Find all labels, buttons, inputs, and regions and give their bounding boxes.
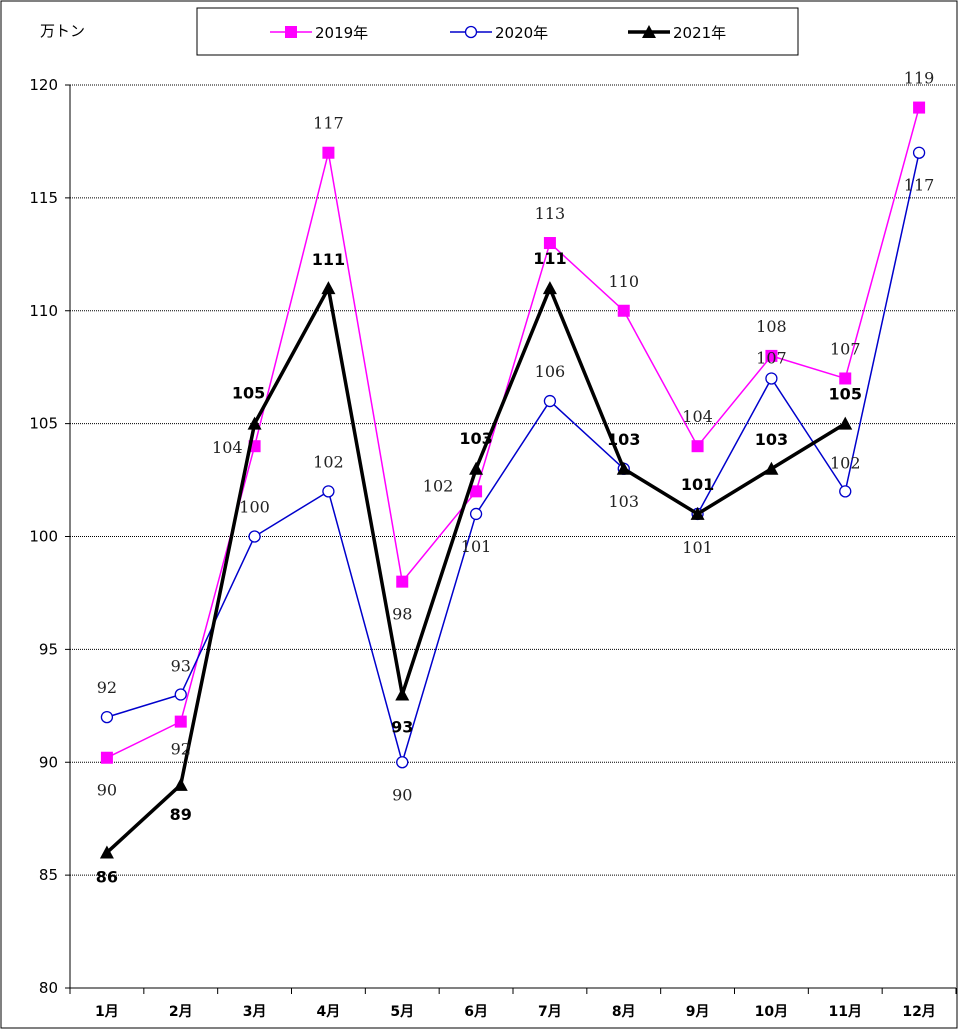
data-label: 119 [904,69,935,88]
data-point-circle [397,757,408,768]
data-label: 93 [391,718,413,737]
data-point-square [913,102,925,114]
x-tick-label: 3月 [243,1004,267,1020]
data-label: 90 [97,781,117,800]
y-axis-unit-label: 万トン [40,22,85,40]
data-label: 102 [830,453,861,472]
data-label: 103 [459,429,492,448]
data-point-circle [101,712,112,723]
data-point-square [692,440,704,452]
y-tick-label: 90 [39,753,58,771]
data-label: 113 [535,204,566,223]
data-point-square [396,576,408,588]
data-label: 110 [608,272,639,291]
x-tick-label: 8月 [612,1004,636,1020]
legend: 2019年 2020年 2021年 [197,8,798,55]
x-tick-label: 11月 [829,1004,862,1020]
x-tick-label: 5月 [390,1004,414,1020]
data-label: 104 [682,407,713,426]
data-label: 92 [97,678,117,697]
data-point-square [285,26,297,38]
data-label: 104 [212,438,243,457]
data-point-circle [323,486,334,497]
data-label: 107 [830,339,861,358]
data-label: 111 [533,249,566,268]
data-label: 100 [239,498,270,517]
data-label: 103 [608,492,639,511]
x-tick-label: 2月 [169,1004,193,1020]
legend-label: 2020年 [495,24,548,42]
data-point-square [618,305,630,317]
y-tick-label: 105 [29,415,58,433]
data-label: 90 [392,785,412,804]
data-label: 101 [461,537,492,556]
data-label: 98 [392,605,412,624]
data-label: 107 [756,348,787,367]
data-label: 105 [232,384,265,403]
y-tick-label: 95 [39,640,58,658]
data-label: 103 [755,430,788,449]
y-tick-label: 100 [29,528,58,546]
data-label: 117 [313,114,344,133]
data-label: 103 [607,430,640,449]
y-tick-label: 85 [39,866,58,884]
data-label: 92 [171,740,191,759]
legend-label: 2021年 [673,24,726,42]
legend-label: 2019年 [315,24,368,42]
data-label: 101 [682,538,713,557]
data-label: 93 [171,657,191,676]
data-point-square [175,716,187,728]
data-point-circle [914,147,925,158]
x-tick-label: 6月 [464,1004,488,1020]
data-point-square [839,372,851,384]
x-tick-label: 1月 [95,1004,119,1020]
y-tick-label: 80 [39,979,58,997]
data-label: 111 [312,250,345,269]
data-point-circle [471,508,482,519]
data-label: 106 [535,362,566,381]
x-tick-label: 12月 [902,1004,935,1020]
data-point-circle [840,486,851,497]
y-tick-label: 110 [29,302,58,320]
x-tick-label: 4月 [317,1004,341,1020]
data-point-circle [766,373,777,384]
data-label: 89 [170,805,192,824]
y-tick-label: 120 [29,76,58,94]
x-tick-label: 9月 [686,1004,710,1020]
data-point-square [101,752,113,764]
x-tick-label: 7月 [538,1004,562,1020]
data-point-circle [249,531,260,542]
x-tick-label: 10月 [755,1004,788,1020]
data-point-circle [466,27,477,38]
data-label: 105 [829,385,862,404]
data-point-circle [175,689,186,700]
data-label: 117 [904,176,935,195]
data-point-square [322,147,334,159]
data-point-circle [544,396,555,407]
data-label: 102 [423,476,454,495]
data-label: 86 [96,868,118,887]
data-label: 108 [756,317,787,336]
y-tick-label: 115 [29,189,58,207]
data-label: 102 [313,452,344,471]
data-point-square [544,237,556,249]
data-label: 101 [681,475,714,494]
